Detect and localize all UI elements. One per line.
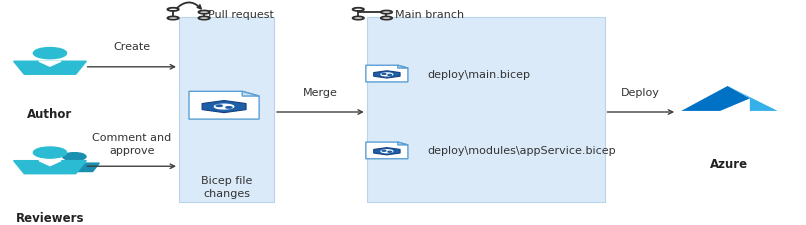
Polygon shape [202,101,246,113]
Ellipse shape [33,147,67,158]
Ellipse shape [33,48,67,59]
Text: deploy\modules\appService.bicep: deploy\modules\appService.bicep [427,146,616,156]
Ellipse shape [381,74,393,76]
Polygon shape [374,148,400,155]
Text: Merge: Merge [303,87,338,97]
Circle shape [168,17,179,20]
Polygon shape [681,87,750,111]
Circle shape [198,11,210,15]
Polygon shape [366,66,408,83]
Ellipse shape [214,105,234,109]
Ellipse shape [388,75,392,76]
Text: Reviewers: Reviewers [16,212,84,225]
Polygon shape [397,66,408,69]
Polygon shape [374,72,400,79]
Polygon shape [14,62,86,75]
Circle shape [198,17,210,20]
Ellipse shape [63,153,86,161]
Text: Main branch: Main branch [395,10,464,20]
Circle shape [381,17,393,20]
Polygon shape [49,163,99,172]
Text: Author: Author [27,108,73,121]
Ellipse shape [216,106,222,107]
Polygon shape [14,161,86,174]
FancyBboxPatch shape [367,18,604,202]
Ellipse shape [382,74,386,75]
Ellipse shape [388,152,392,153]
Polygon shape [39,161,61,166]
Polygon shape [397,142,408,145]
FancyBboxPatch shape [179,18,274,202]
Circle shape [353,9,364,12]
Text: deploy\main.bicep: deploy\main.bicep [427,69,530,79]
Circle shape [381,11,393,15]
Polygon shape [39,62,61,67]
Ellipse shape [226,107,232,109]
Polygon shape [728,87,778,111]
Circle shape [353,17,364,20]
Text: Azure: Azure [710,158,749,171]
Text: Create: Create [113,42,151,52]
Polygon shape [189,92,260,120]
Polygon shape [366,142,408,159]
Circle shape [168,9,179,12]
Polygon shape [243,92,260,97]
Text: Deploy: Deploy [621,87,660,97]
Text: Pull request: Pull request [208,10,274,20]
Text: Comment and
approve: Comment and approve [92,133,172,155]
Ellipse shape [381,150,393,153]
Text: Bicep file
changes: Bicep file changes [201,176,252,199]
